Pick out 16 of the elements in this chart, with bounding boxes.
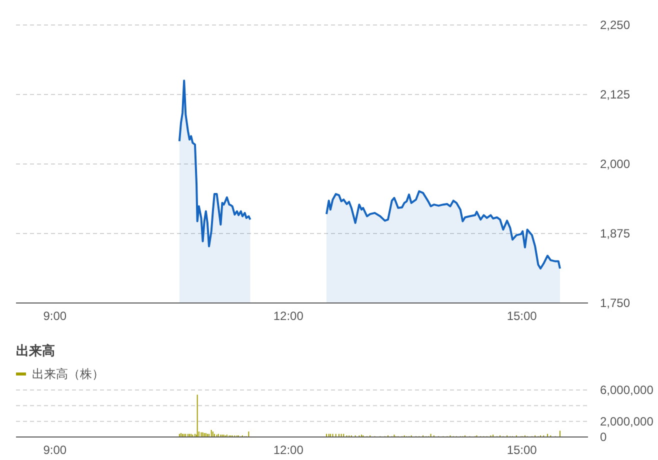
y-tick-label: 2,000 — [600, 157, 630, 172]
x-tick-label: 12:00 — [273, 443, 304, 457]
x-tick-label: 9:00 — [43, 443, 67, 457]
x-tick-label: 15:00 — [506, 309, 538, 323]
y-tick-label: 0 — [600, 430, 607, 444]
y-tick-label: 6,000,000 — [600, 383, 654, 398]
x-tick-label: 12:00 — [273, 309, 304, 323]
legend-label: 出来高（株） — [32, 367, 104, 381]
x-tick-label: 15:00 — [506, 443, 538, 457]
y-tick-label: 2,250 — [600, 18, 630, 32]
y-tick-label: 1,875 — [600, 226, 630, 241]
x-tick-label: 9:00 — [43, 309, 67, 323]
y-tick-label: 2,125 — [600, 88, 630, 102]
chart-title: 出来高 — [16, 343, 55, 358]
y-tick-label: 2,000,000 — [600, 414, 654, 429]
y-tick-label: 1,750 — [600, 296, 630, 310]
